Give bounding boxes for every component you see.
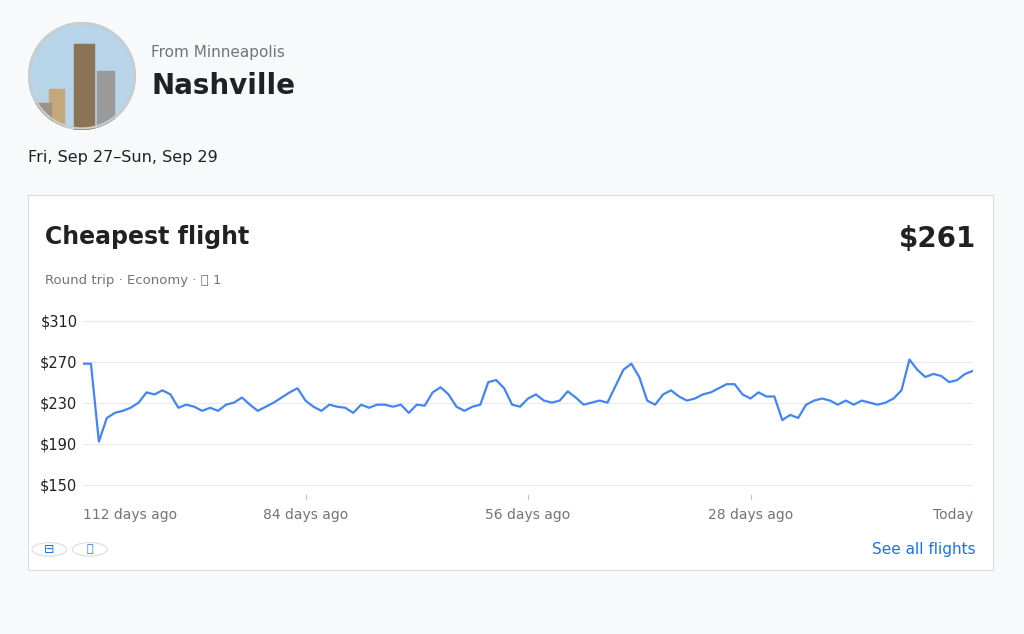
Bar — [31, 103, 51, 130]
Circle shape — [32, 543, 67, 556]
Text: $261: $261 — [898, 225, 976, 253]
Text: ⊟: ⊟ — [44, 543, 54, 556]
Polygon shape — [28, 22, 136, 130]
Bar — [48, 89, 63, 130]
Text: 🔔: 🔔 — [86, 545, 93, 554]
Text: Cheapest flight: Cheapest flight — [45, 225, 250, 249]
Circle shape — [73, 543, 108, 556]
Bar — [97, 70, 115, 130]
Bar — [74, 44, 94, 130]
Text: Nashville: Nashville — [151, 72, 295, 100]
Text: Round trip · Economy · 👤 1: Round trip · Economy · 👤 1 — [45, 274, 222, 287]
Text: Fri, Sep 27–Sun, Sep 29: Fri, Sep 27–Sun, Sep 29 — [28, 150, 218, 165]
Text: From Minneapolis: From Minneapolis — [151, 45, 285, 60]
Text: See all flights: See all flights — [872, 542, 976, 557]
